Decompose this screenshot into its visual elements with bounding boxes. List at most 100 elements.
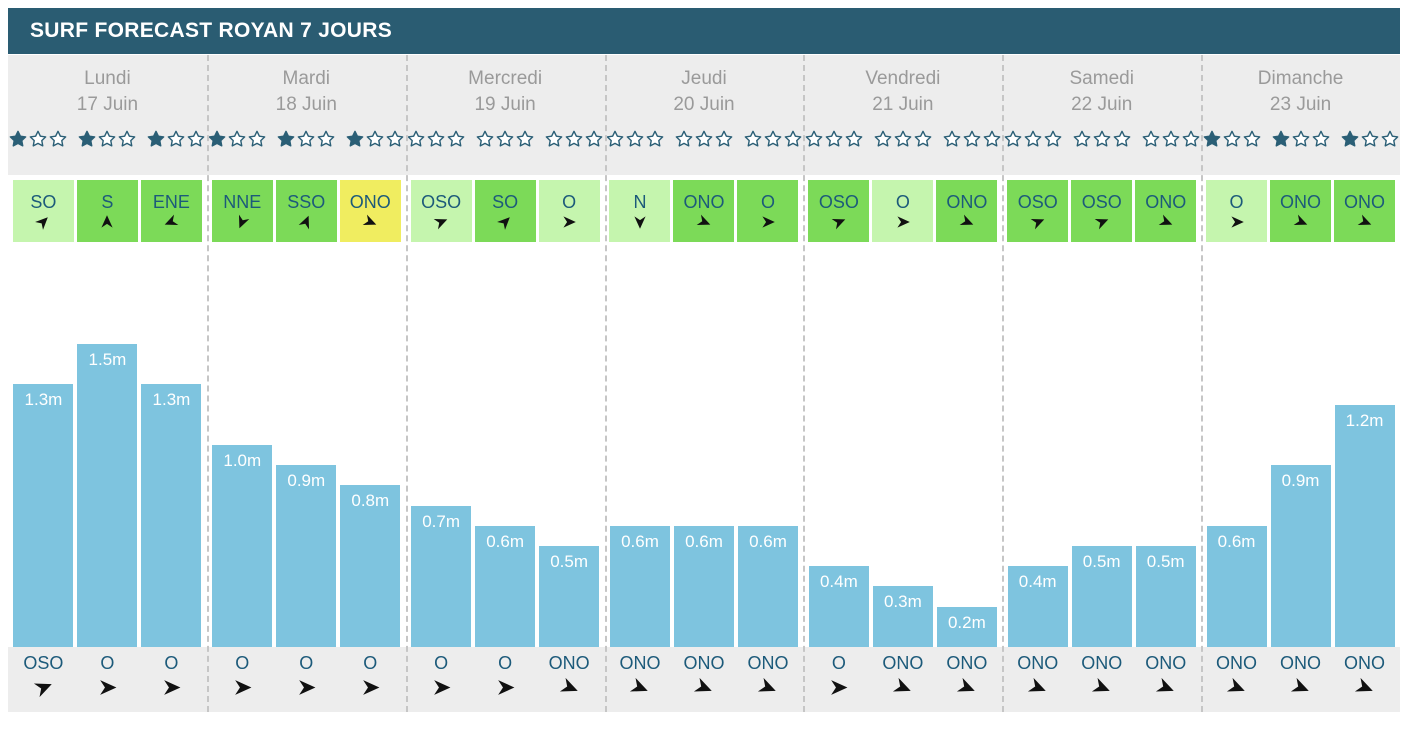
wind-direction-arrow-icon [494,211,517,234]
swell-direction-arrow-icon [1088,674,1115,701]
swell-cell: O [808,653,869,712]
star-icon-empty [824,129,844,149]
wave-bar-group: 0.4m 0.5m 0.5m [1002,242,1201,647]
star-icon-empty [1181,129,1201,149]
wave-height-bar: 0.4m [808,566,869,647]
wave-height-bar: 0.6m [737,526,798,647]
wave-height-label: 1.5m [88,350,127,369]
day-name: Dimanche [1257,68,1344,89]
swell-direction-label: ONO [1280,653,1322,673]
wind-direction-label: SSO [287,192,326,212]
swell-direction-arrow-icon [360,677,381,698]
slot-star-rating [475,129,535,149]
wind-direction-label: ONO [349,192,391,212]
swell-direction-arrow-icon [1223,674,1250,701]
swell-direction-label: ONO [548,653,590,673]
swell-cell: ONO [1071,653,1132,712]
star-icon-empty [1311,129,1331,149]
forecast-board: Lundi 17 Juin Mardi 18 Juin Mercredi 19 Juin J… [8,55,1400,712]
star-icon-empty [584,129,604,149]
slot-star-rating [1141,129,1201,149]
wind-cell: OSO [410,180,472,242]
star-icon-empty [28,129,48,149]
wind-direction-label: NNE [223,192,262,212]
slot-star-rating [942,129,1002,149]
wave-height-bar: 1.3m [13,384,74,647]
day-name: Mardi [282,68,331,89]
star-icon-empty [743,129,763,149]
swell-direction-label: ONO [946,653,988,673]
wind-direction-arrow-icon [296,212,317,233]
star-icon-empty [316,129,336,149]
wind-direction-arrow-icon [360,212,381,233]
wind-direction-label: ONO [683,192,725,212]
day-date: 18 Juin [275,93,337,115]
star-icon-empty [1141,129,1161,149]
star-icon-empty [942,129,962,149]
wave-bar-group: 0.6m 0.9m 1.2m [1201,242,1400,647]
wave-height-bar: 0.6m [673,526,734,647]
swell-direction-label: O [299,653,314,673]
wind-direction-arrow-icon [632,214,648,230]
star-icon-filled [345,129,365,149]
day-name: Mercredi [468,68,543,89]
wind-cell: S [76,180,138,242]
day-date: 23 Juin [1269,93,1332,115]
day-name: Samedi [1069,68,1134,89]
swell-cell: O [276,653,337,712]
wind-direction-arrow-icon [431,212,452,233]
swell-cell-group: O O ONO [406,647,605,712]
swell-direction-label: ONO [1216,653,1258,673]
slot-star-rating [674,129,734,149]
swell-direction-label: O [164,653,179,673]
wind-direction-label: O [760,192,775,212]
wind-direction-label: O [562,192,577,212]
wind-cell: ONO [1334,180,1396,242]
swell-direction-arrow-icon [1287,674,1314,701]
swell-direction-arrow-icon [431,677,452,698]
star-ratings-row [207,129,406,149]
star-ratings-row [406,129,605,149]
star-icon-empty [1242,129,1262,149]
wind-direction-arrow-icon [1229,214,1245,230]
star-icon-empty [97,129,117,149]
star-icon-empty [674,129,694,149]
column-separator [206,55,209,712]
day-header-row: Lundi 17 Juin Mardi 18 Juin Mercredi 19 Juin J… [8,55,1400,175]
swell-direction-label: ONO [1145,653,1187,673]
swell-cell-group: ONO ONO ONO [1201,647,1400,712]
wave-height-bar: 1.0m [212,445,273,647]
star-icon-empty [495,129,515,149]
day-date: 21 Juin [872,93,934,115]
star-icon-filled [1202,129,1222,149]
wave-bar-group: 0.4m 0.3m 0.2m [803,242,1002,647]
swell-cell: O [141,653,202,712]
star-icon-empty [544,129,564,149]
star-icon-empty [1112,129,1132,149]
slot-star-rating [873,129,933,149]
star-icon-empty [962,129,982,149]
wind-direction-arrow-icon [561,214,577,230]
wind-cell-group: OSO O ONO [803,180,1002,242]
slot-star-rating [1271,129,1331,149]
star-icon-empty [406,129,426,149]
star-icon-empty [365,129,385,149]
slot-star-rating [207,129,267,149]
day-name: Lundi [84,68,131,89]
wind-cell: O [538,180,600,242]
slot-star-rating [743,129,803,149]
slot-star-rating [1340,129,1400,149]
wave-height-bar: 0.4m [1007,566,1068,647]
swell-cell-group: ONO ONO ONO [605,647,804,712]
wind-direction-arrow-icon [694,212,715,233]
wind-direction-arrow-icon [1027,212,1048,233]
wind-direction-label: N [633,192,647,212]
wave-height-bar: 1.2m [1334,405,1395,647]
swell-direction-arrow-icon [161,677,182,698]
swell-cell: O [77,653,138,712]
wave-height-label: 1.3m [24,390,63,409]
star-icon-empty [844,129,864,149]
wave-height-label: 0.5m [1082,552,1121,571]
day-name: Vendredi [865,68,941,89]
